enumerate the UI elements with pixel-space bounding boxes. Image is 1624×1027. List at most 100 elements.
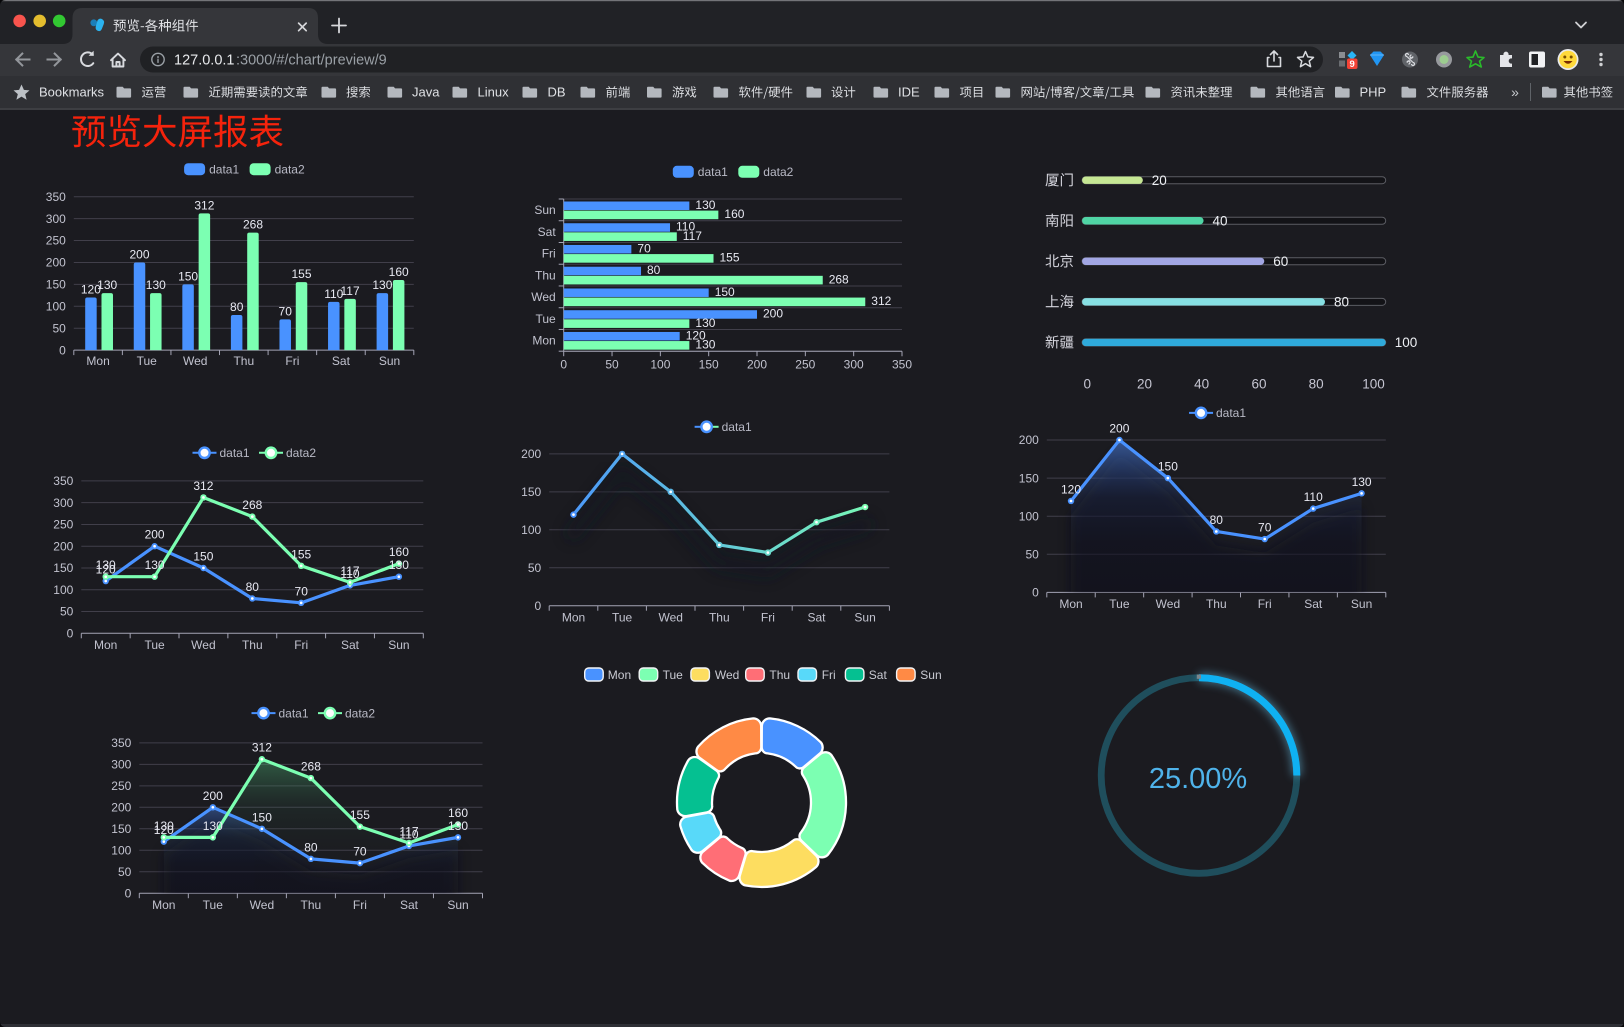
svg-text:350: 350 xyxy=(892,358,912,372)
svg-text:200: 200 xyxy=(1019,433,1039,447)
svg-text:20: 20 xyxy=(1137,376,1152,391)
svg-text:200: 200 xyxy=(53,539,73,553)
svg-text:Linux: Linux xyxy=(478,85,510,100)
svg-text:150: 150 xyxy=(715,285,735,299)
svg-text:Sun: Sun xyxy=(447,898,468,912)
svg-text:110: 110 xyxy=(340,567,359,581)
svg-text:50: 50 xyxy=(60,605,74,619)
svg-text:Sun: Sun xyxy=(379,354,400,368)
svg-text:Tue: Tue xyxy=(535,312,556,326)
svg-text:130: 130 xyxy=(96,558,116,572)
svg-text:Wed: Wed xyxy=(1156,597,1180,611)
svg-text:130: 130 xyxy=(448,819,468,833)
svg-text:Sat: Sat xyxy=(1304,597,1323,611)
svg-text:Sat: Sat xyxy=(341,638,360,652)
svg-text:200: 200 xyxy=(145,528,165,542)
svg-text:200: 200 xyxy=(1109,422,1129,436)
svg-text:Thu: Thu xyxy=(535,268,556,282)
svg-text:Fri: Fri xyxy=(761,611,775,625)
svg-text:»: » xyxy=(1511,84,1519,100)
svg-text:Sat: Sat xyxy=(538,225,557,239)
svg-text:130: 130 xyxy=(145,558,165,572)
svg-text:250: 250 xyxy=(111,779,131,793)
svg-text:100: 100 xyxy=(1362,376,1385,391)
svg-text:data1: data1 xyxy=(698,165,728,179)
svg-text:0: 0 xyxy=(1032,586,1039,600)
svg-text:150: 150 xyxy=(53,561,73,575)
svg-text:Tue: Tue xyxy=(137,354,158,368)
svg-text:100: 100 xyxy=(1019,509,1039,523)
svg-text:80: 80 xyxy=(1334,294,1349,309)
svg-text:Fri: Fri xyxy=(294,638,308,652)
svg-text:80: 80 xyxy=(304,840,318,854)
svg-text:130: 130 xyxy=(97,278,117,292)
svg-text:70: 70 xyxy=(295,584,309,598)
svg-text:150: 150 xyxy=(521,485,541,499)
svg-text:300: 300 xyxy=(111,758,131,772)
svg-text:250: 250 xyxy=(46,234,66,248)
svg-text:Mon: Mon xyxy=(1059,597,1082,611)
svg-text:Sat: Sat xyxy=(807,611,826,625)
svg-text:data2: data2 xyxy=(345,706,375,720)
svg-text:110: 110 xyxy=(324,287,343,301)
svg-text:312: 312 xyxy=(193,479,213,493)
svg-text:127.0.0.1: 127.0.0.1 xyxy=(174,52,234,68)
svg-text:200: 200 xyxy=(763,307,783,321)
svg-text:Thu: Thu xyxy=(242,638,263,652)
svg-text:155: 155 xyxy=(720,251,740,265)
svg-text:120: 120 xyxy=(1061,483,1081,497)
svg-text:data1: data1 xyxy=(220,446,250,460)
svg-text:Thu: Thu xyxy=(233,354,254,368)
svg-text:Tue: Tue xyxy=(1109,597,1130,611)
svg-text:Sun: Sun xyxy=(534,203,555,217)
svg-text:Tue: Tue xyxy=(663,668,684,682)
svg-text:70: 70 xyxy=(1258,521,1272,535)
svg-text:200: 200 xyxy=(203,789,223,803)
svg-text:150: 150 xyxy=(178,269,198,283)
svg-text:350: 350 xyxy=(46,190,66,204)
svg-text:200: 200 xyxy=(111,801,131,815)
svg-text:150: 150 xyxy=(193,550,213,564)
svg-text:100: 100 xyxy=(1395,335,1418,350)
svg-text:data2: data2 xyxy=(763,165,793,179)
svg-text:155: 155 xyxy=(291,267,311,281)
svg-text:Sat: Sat xyxy=(332,354,351,368)
svg-text:Fri: Fri xyxy=(285,354,299,368)
svg-text:155: 155 xyxy=(291,547,311,561)
svg-text:60: 60 xyxy=(1273,254,1288,269)
svg-text:data2: data2 xyxy=(286,446,316,460)
svg-text:data1: data1 xyxy=(279,706,309,720)
svg-text:Wed: Wed xyxy=(531,290,555,304)
svg-text:268: 268 xyxy=(829,272,849,286)
svg-text:150: 150 xyxy=(1019,471,1039,485)
svg-text:Wed: Wed xyxy=(191,638,215,652)
svg-text:Java: Java xyxy=(412,85,440,100)
svg-text:160: 160 xyxy=(389,545,409,559)
svg-text:data1: data1 xyxy=(1216,406,1246,420)
svg-text:70: 70 xyxy=(353,845,367,859)
svg-text:60: 60 xyxy=(1251,376,1266,391)
svg-text:Sat: Sat xyxy=(869,668,888,682)
svg-text::3000/#/chart/preview/9: :3000/#/chart/preview/9 xyxy=(236,52,387,68)
svg-text:0: 0 xyxy=(1083,376,1091,391)
svg-text:155: 155 xyxy=(350,808,370,822)
svg-text:250: 250 xyxy=(53,518,73,532)
svg-text:50: 50 xyxy=(118,865,132,879)
svg-text:150: 150 xyxy=(46,278,66,292)
svg-text:Thu: Thu xyxy=(769,668,790,682)
svg-text:110: 110 xyxy=(399,828,418,842)
svg-text:117: 117 xyxy=(341,284,360,298)
svg-text:70: 70 xyxy=(279,304,293,318)
svg-text:110: 110 xyxy=(676,220,695,234)
svg-text:100: 100 xyxy=(650,358,670,372)
svg-text:100: 100 xyxy=(46,300,66,314)
svg-text:Fri: Fri xyxy=(822,668,836,682)
svg-text:130: 130 xyxy=(695,338,715,352)
svg-text:120: 120 xyxy=(154,823,174,837)
svg-text:312: 312 xyxy=(871,294,891,308)
svg-text:150: 150 xyxy=(699,358,719,372)
svg-text:0: 0 xyxy=(560,358,567,372)
svg-text:130: 130 xyxy=(695,316,715,330)
svg-text:Wed: Wed xyxy=(250,898,274,912)
svg-text:50: 50 xyxy=(528,561,542,575)
